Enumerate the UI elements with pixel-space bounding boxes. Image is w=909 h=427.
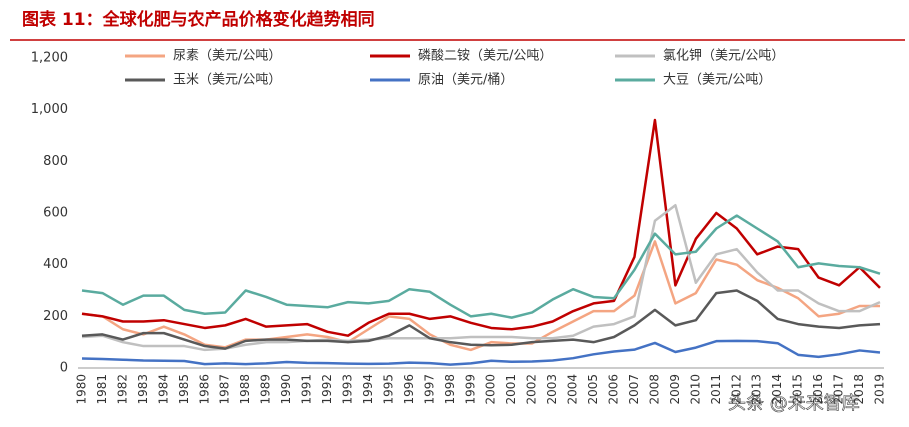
series-line [81, 289, 881, 350]
x-tick-label: 2000 [484, 374, 498, 405]
x-tick-label: 1992 [320, 374, 334, 405]
x-tick-label: 1985 [177, 374, 191, 405]
x-tick-label: 1993 [341, 374, 355, 405]
y-tick-label: 600 [43, 206, 68, 221]
series-line [81, 118, 881, 337]
y-tick-label: 800 [43, 154, 68, 169]
x-tick-label: 2001 [504, 374, 518, 405]
y-tick-label: 1,200 [31, 51, 68, 66]
x-tick-label: 1994 [361, 374, 375, 405]
x-tick-label: 2002 [525, 374, 539, 405]
x-tick-label: 1998 [443, 374, 457, 405]
x-tick-label: 1990 [279, 374, 293, 405]
legend: 尿素（美元/公吨） 磷酸二铵（美元/公吨） 氯化钾（美元/公吨） 玉米（美元/公吨） 原… [125, 49, 784, 88]
x-tick-label: 1980 [75, 374, 89, 405]
x-tick-label: 1999 [463, 374, 477, 405]
x-tick-label: 2015 [791, 374, 805, 405]
series-line [81, 339, 881, 366]
x-tick-label: 2009 [668, 374, 682, 405]
x-tick-label: 2013 [750, 374, 764, 405]
x-tick-label: 2003 [545, 374, 559, 405]
watermark: 头条 @未来智库 [728, 393, 860, 414]
legend-label: 氯化钾（美元/公吨） [663, 49, 784, 64]
x-tick-label: 1987 [218, 374, 232, 405]
y-tick-label: 200 [43, 309, 68, 324]
x-tick-label: 1986 [197, 374, 211, 405]
x-tick-label: 1984 [156, 374, 170, 405]
x-tick-label: 2006 [607, 374, 621, 405]
x-tick-label: 1997 [422, 374, 436, 405]
x-tick-label: 1995 [381, 374, 395, 405]
x-tick-label: 1996 [402, 374, 416, 405]
chart-title: 图表 11：全球化肥与农产品价格变化趋势相同 [22, 9, 375, 30]
x-tick-label: 2016 [811, 374, 825, 405]
x-tick-label: 2010 [688, 374, 702, 405]
series-line [81, 204, 881, 352]
series-line [81, 214, 881, 319]
legend-label: 磷酸二铵（美元/公吨） [418, 49, 552, 64]
legend-label: 原油（美元/桶） [418, 73, 513, 88]
x-tick-label: 1988 [238, 374, 252, 405]
x-tick-label: 2012 [729, 374, 743, 405]
x-tick-label: 2007 [627, 374, 641, 405]
series-line [81, 240, 880, 352]
y-tick-label: 0 [60, 361, 68, 376]
legend-label: 尿素（美元/公吨） [173, 49, 281, 64]
x-tick-label: 1982 [115, 374, 129, 405]
y-tick-label: 400 [43, 257, 68, 272]
x-tick-label: 2008 [647, 374, 661, 405]
x-tick-label: 2019 [873, 374, 887, 405]
x-tick-label: 2004 [566, 374, 580, 405]
x-tick-label: 2018 [852, 374, 866, 405]
x-tick-label: 1983 [136, 374, 150, 405]
x-tick-label: 2011 [709, 374, 723, 405]
x-tick-label: 2017 [832, 374, 846, 405]
x-tick-label: 1989 [259, 374, 273, 405]
y-tick-label: 1,000 [31, 102, 68, 117]
x-tick-label: 2005 [586, 374, 600, 405]
legend-label: 玉米（美元/公吨） [173, 73, 281, 88]
x-tick-label: 1981 [95, 374, 109, 405]
x-tick-label: 1991 [300, 374, 314, 405]
legend-label: 大豆（美元/公吨） [663, 73, 771, 88]
x-tick-label: 2014 [770, 374, 784, 405]
